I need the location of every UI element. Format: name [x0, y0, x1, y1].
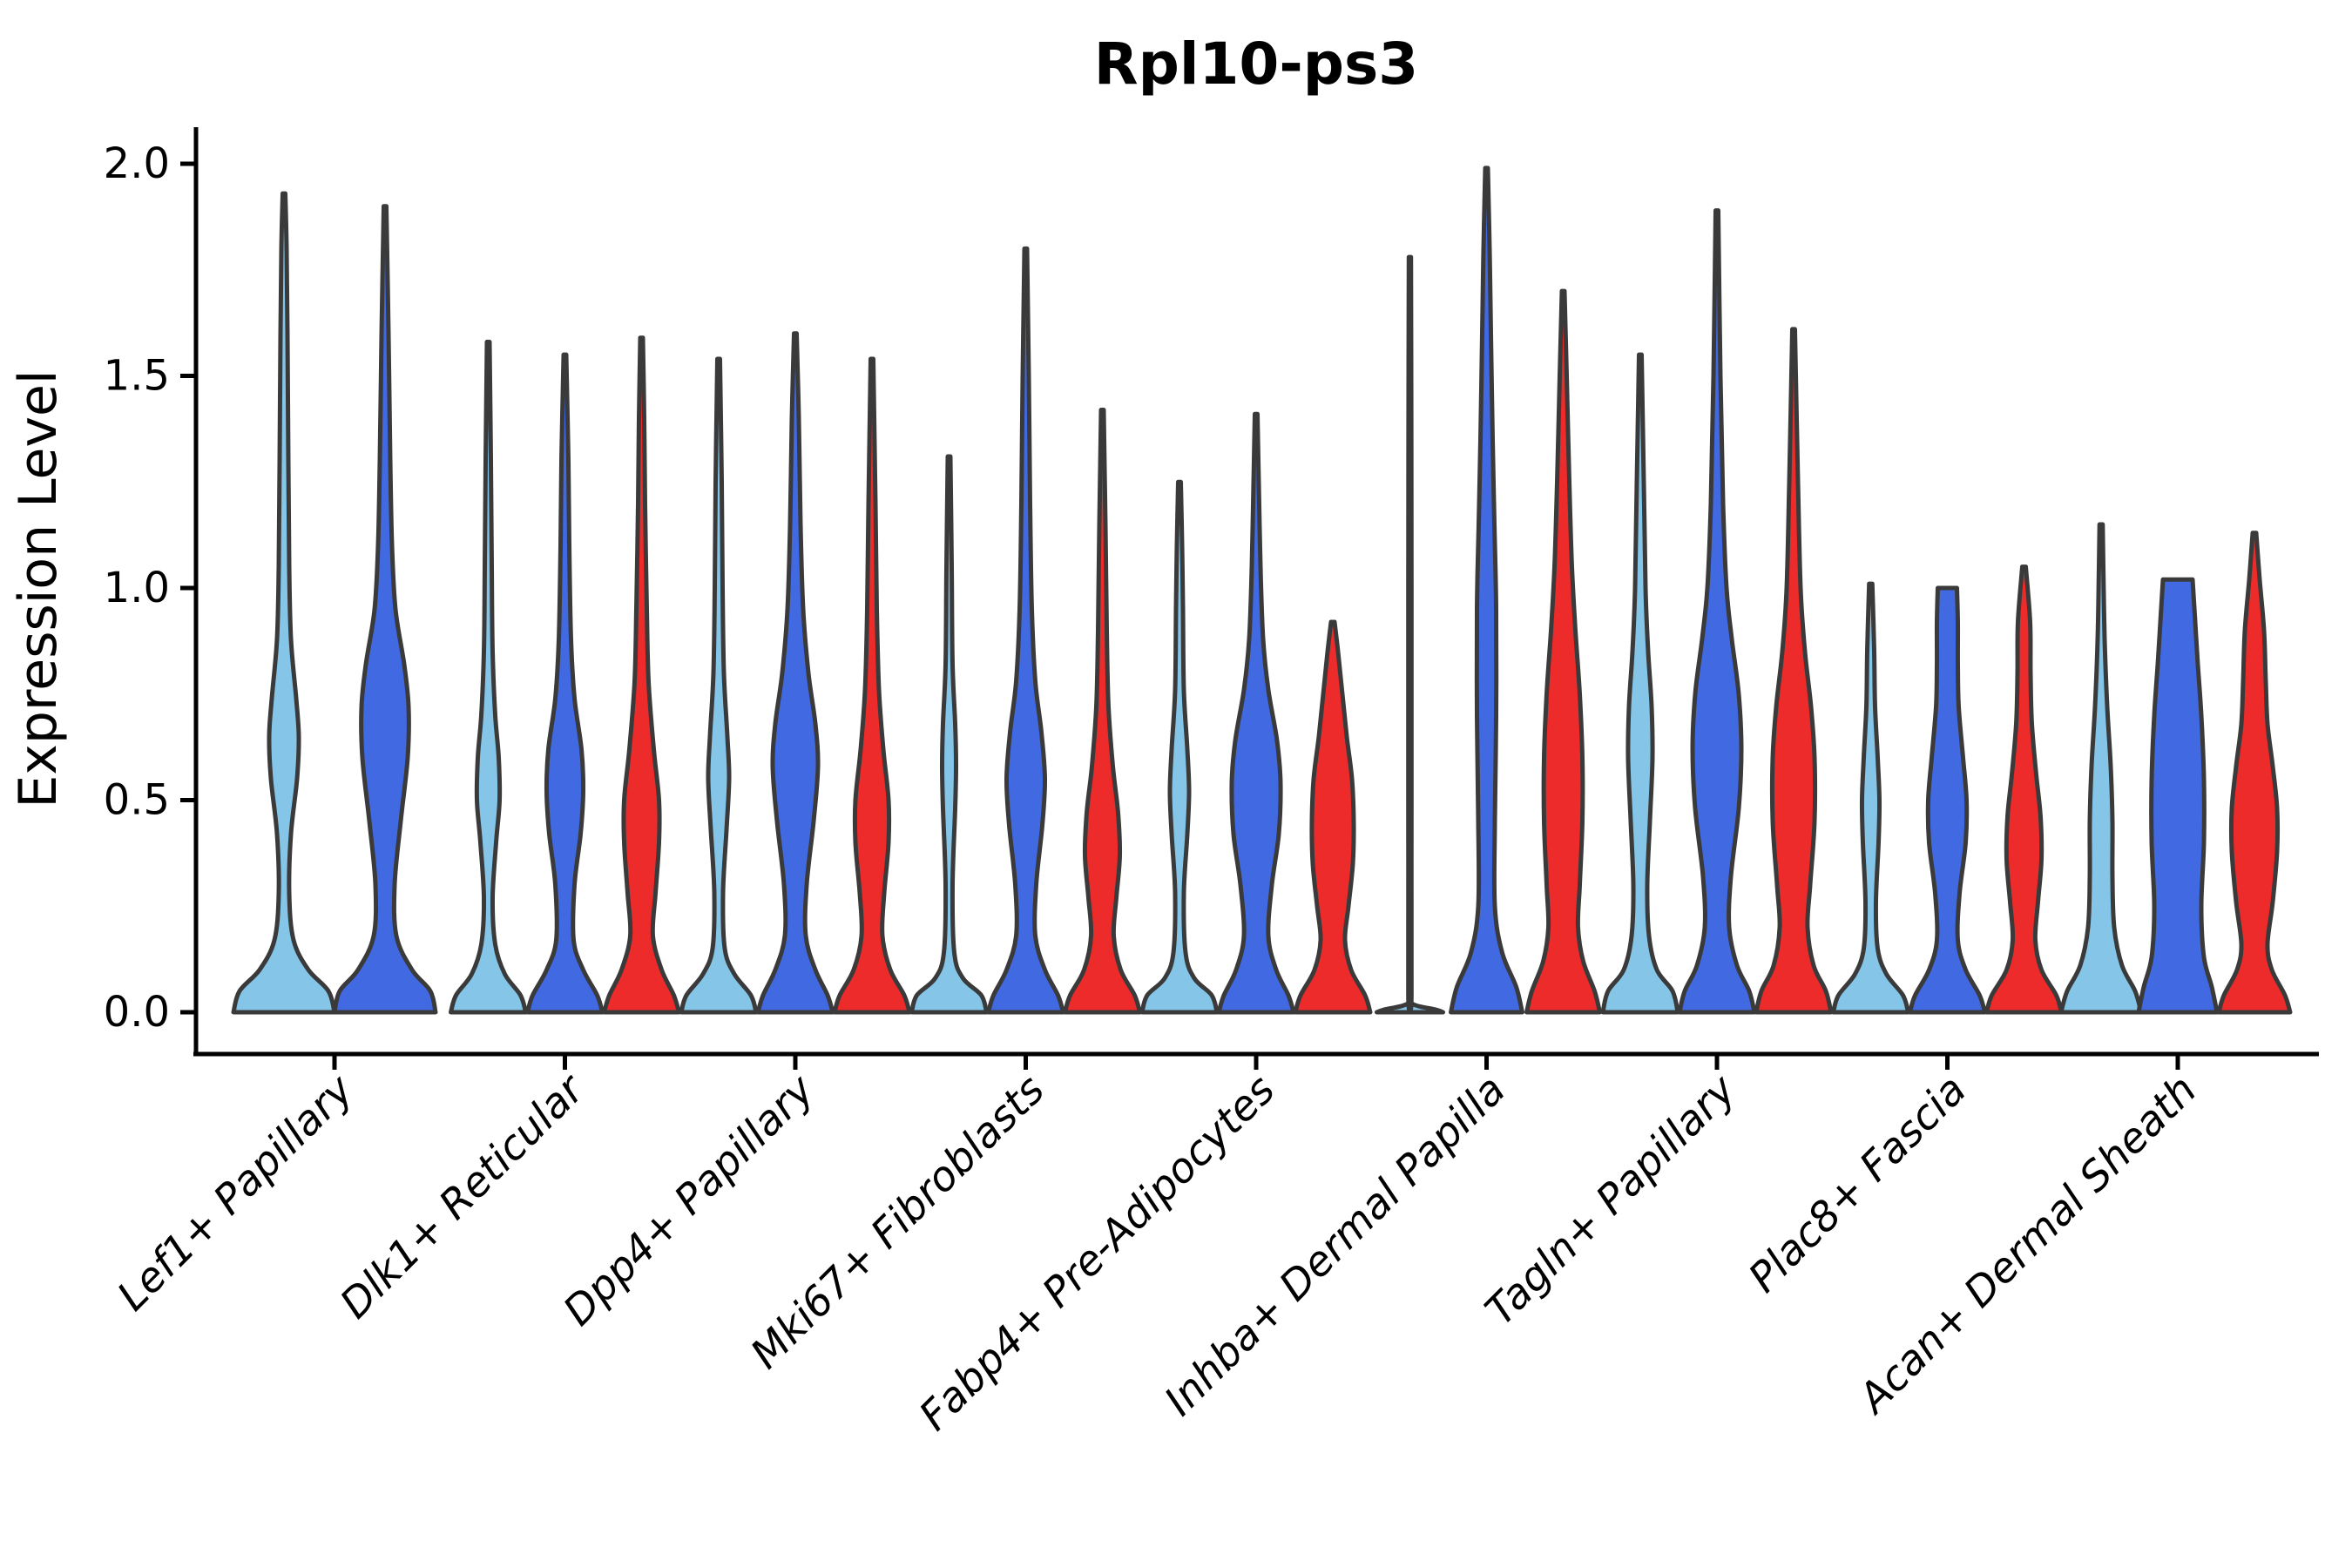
y-tick-label: 0.5	[104, 776, 170, 825]
violins	[231, 166, 2293, 1015]
violin-red	[2216, 531, 2293, 1015]
x-tick-label: Dlk1+ Reticular	[331, 1064, 595, 1328]
y-tick-label: 1.5	[104, 352, 170, 401]
x-tick-label: Plac8+ Fascia	[1740, 1066, 1976, 1302]
violin-royal-blue	[1449, 166, 1524, 1015]
violin-light-blue	[449, 340, 528, 1015]
x-tick-label: Dpp4+ Papillary	[554, 1065, 824, 1335]
violin-light-blue	[1831, 581, 1910, 1015]
violin-royal-blue	[1908, 585, 1987, 1015]
violin-light-blue	[231, 191, 337, 1015]
y-axis-label: Expression Level	[8, 369, 69, 808]
violin-light-blue	[1139, 479, 1220, 1015]
y-tick-label: 2.0	[104, 139, 170, 188]
violin-red	[1063, 408, 1142, 1015]
violin-red	[832, 356, 912, 1015]
violin-light-blue	[2058, 522, 2144, 1015]
violin-red	[1293, 619, 1373, 1015]
x-tick-label: Tagln+ Papillary	[1477, 1065, 1747, 1335]
violin-red	[1754, 327, 1834, 1015]
violin-red	[602, 335, 681, 1015]
violin-royal-blue	[755, 331, 835, 1015]
violin-light-blue	[679, 356, 759, 1015]
y-tick-label: 0.0	[104, 988, 170, 1037]
chart-title: Rpl10-ps3	[1094, 30, 1418, 98]
violin-red	[1984, 564, 2064, 1015]
axes: 0.0 0.5 1.0 1.5 2.0	[104, 127, 2319, 1070]
violin-light-blue	[1600, 352, 1680, 1015]
violin-royal-blue	[525, 352, 605, 1015]
violin-royal-blue	[332, 204, 438, 1015]
violin-light-blue	[1375, 254, 1445, 1015]
violin-royal-blue	[2136, 577, 2220, 1015]
violin-royal-blue	[1677, 208, 1757, 1015]
violin-royal-blue	[986, 246, 1065, 1015]
violin-royal-blue	[1216, 411, 1296, 1015]
y-tick-label: 1.0	[104, 564, 170, 612]
violin-light-blue	[909, 454, 989, 1015]
violin-red	[1524, 288, 1602, 1015]
x-tick-label: Lef1+ Papillary	[108, 1065, 363, 1321]
